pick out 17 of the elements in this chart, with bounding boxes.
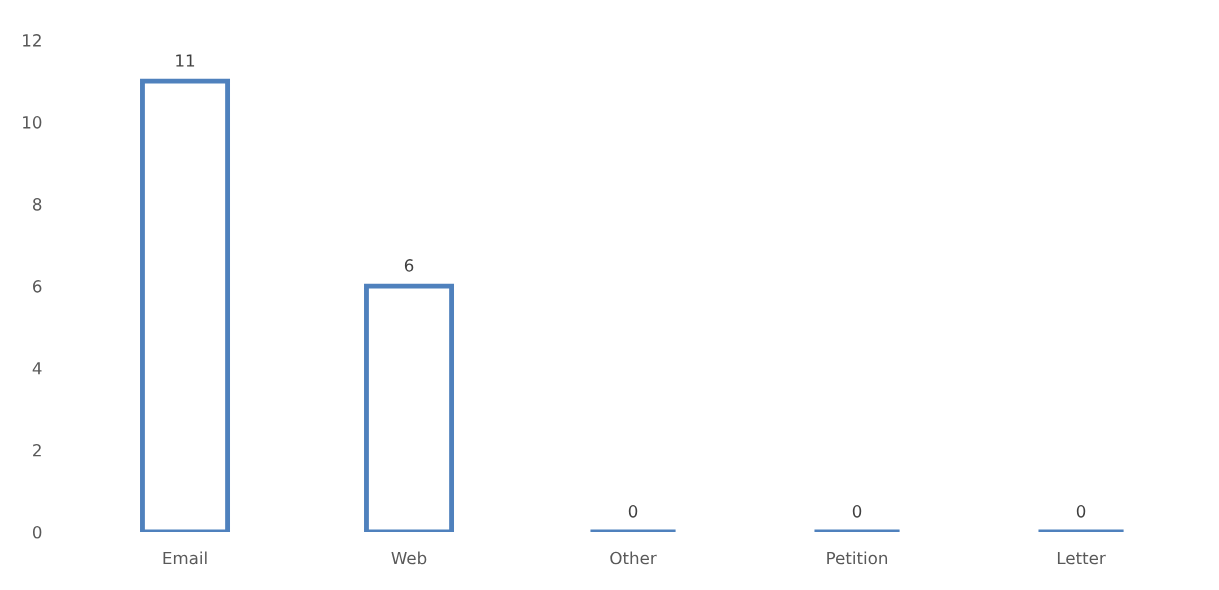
y-tick-label: 0 — [32, 525, 42, 539]
x-tick-label: Email — [163, 551, 207, 565]
y-tick-label: 10 — [23, 116, 42, 129]
x-tick-label: Petition — [827, 551, 888, 565]
x-tick-label: Letter — [1057, 551, 1106, 565]
y-tick-label: 4 — [32, 362, 42, 375]
data-label: 0 — [1076, 505, 1086, 518]
data-label: 11 — [176, 54, 195, 67]
data-label: 0 — [628, 505, 638, 518]
data-label: 6 — [404, 259, 414, 272]
y-tick-label: 8 — [32, 198, 42, 211]
x-tick-label: Other — [610, 551, 657, 565]
y-tick-label: 6 — [33, 280, 42, 293]
y-tick-label: 12 — [23, 34, 41, 47]
y-tick-label: 2 — [33, 443, 41, 457]
data-label: 0 — [852, 505, 862, 518]
x-tick-label: Web — [391, 551, 427, 565]
